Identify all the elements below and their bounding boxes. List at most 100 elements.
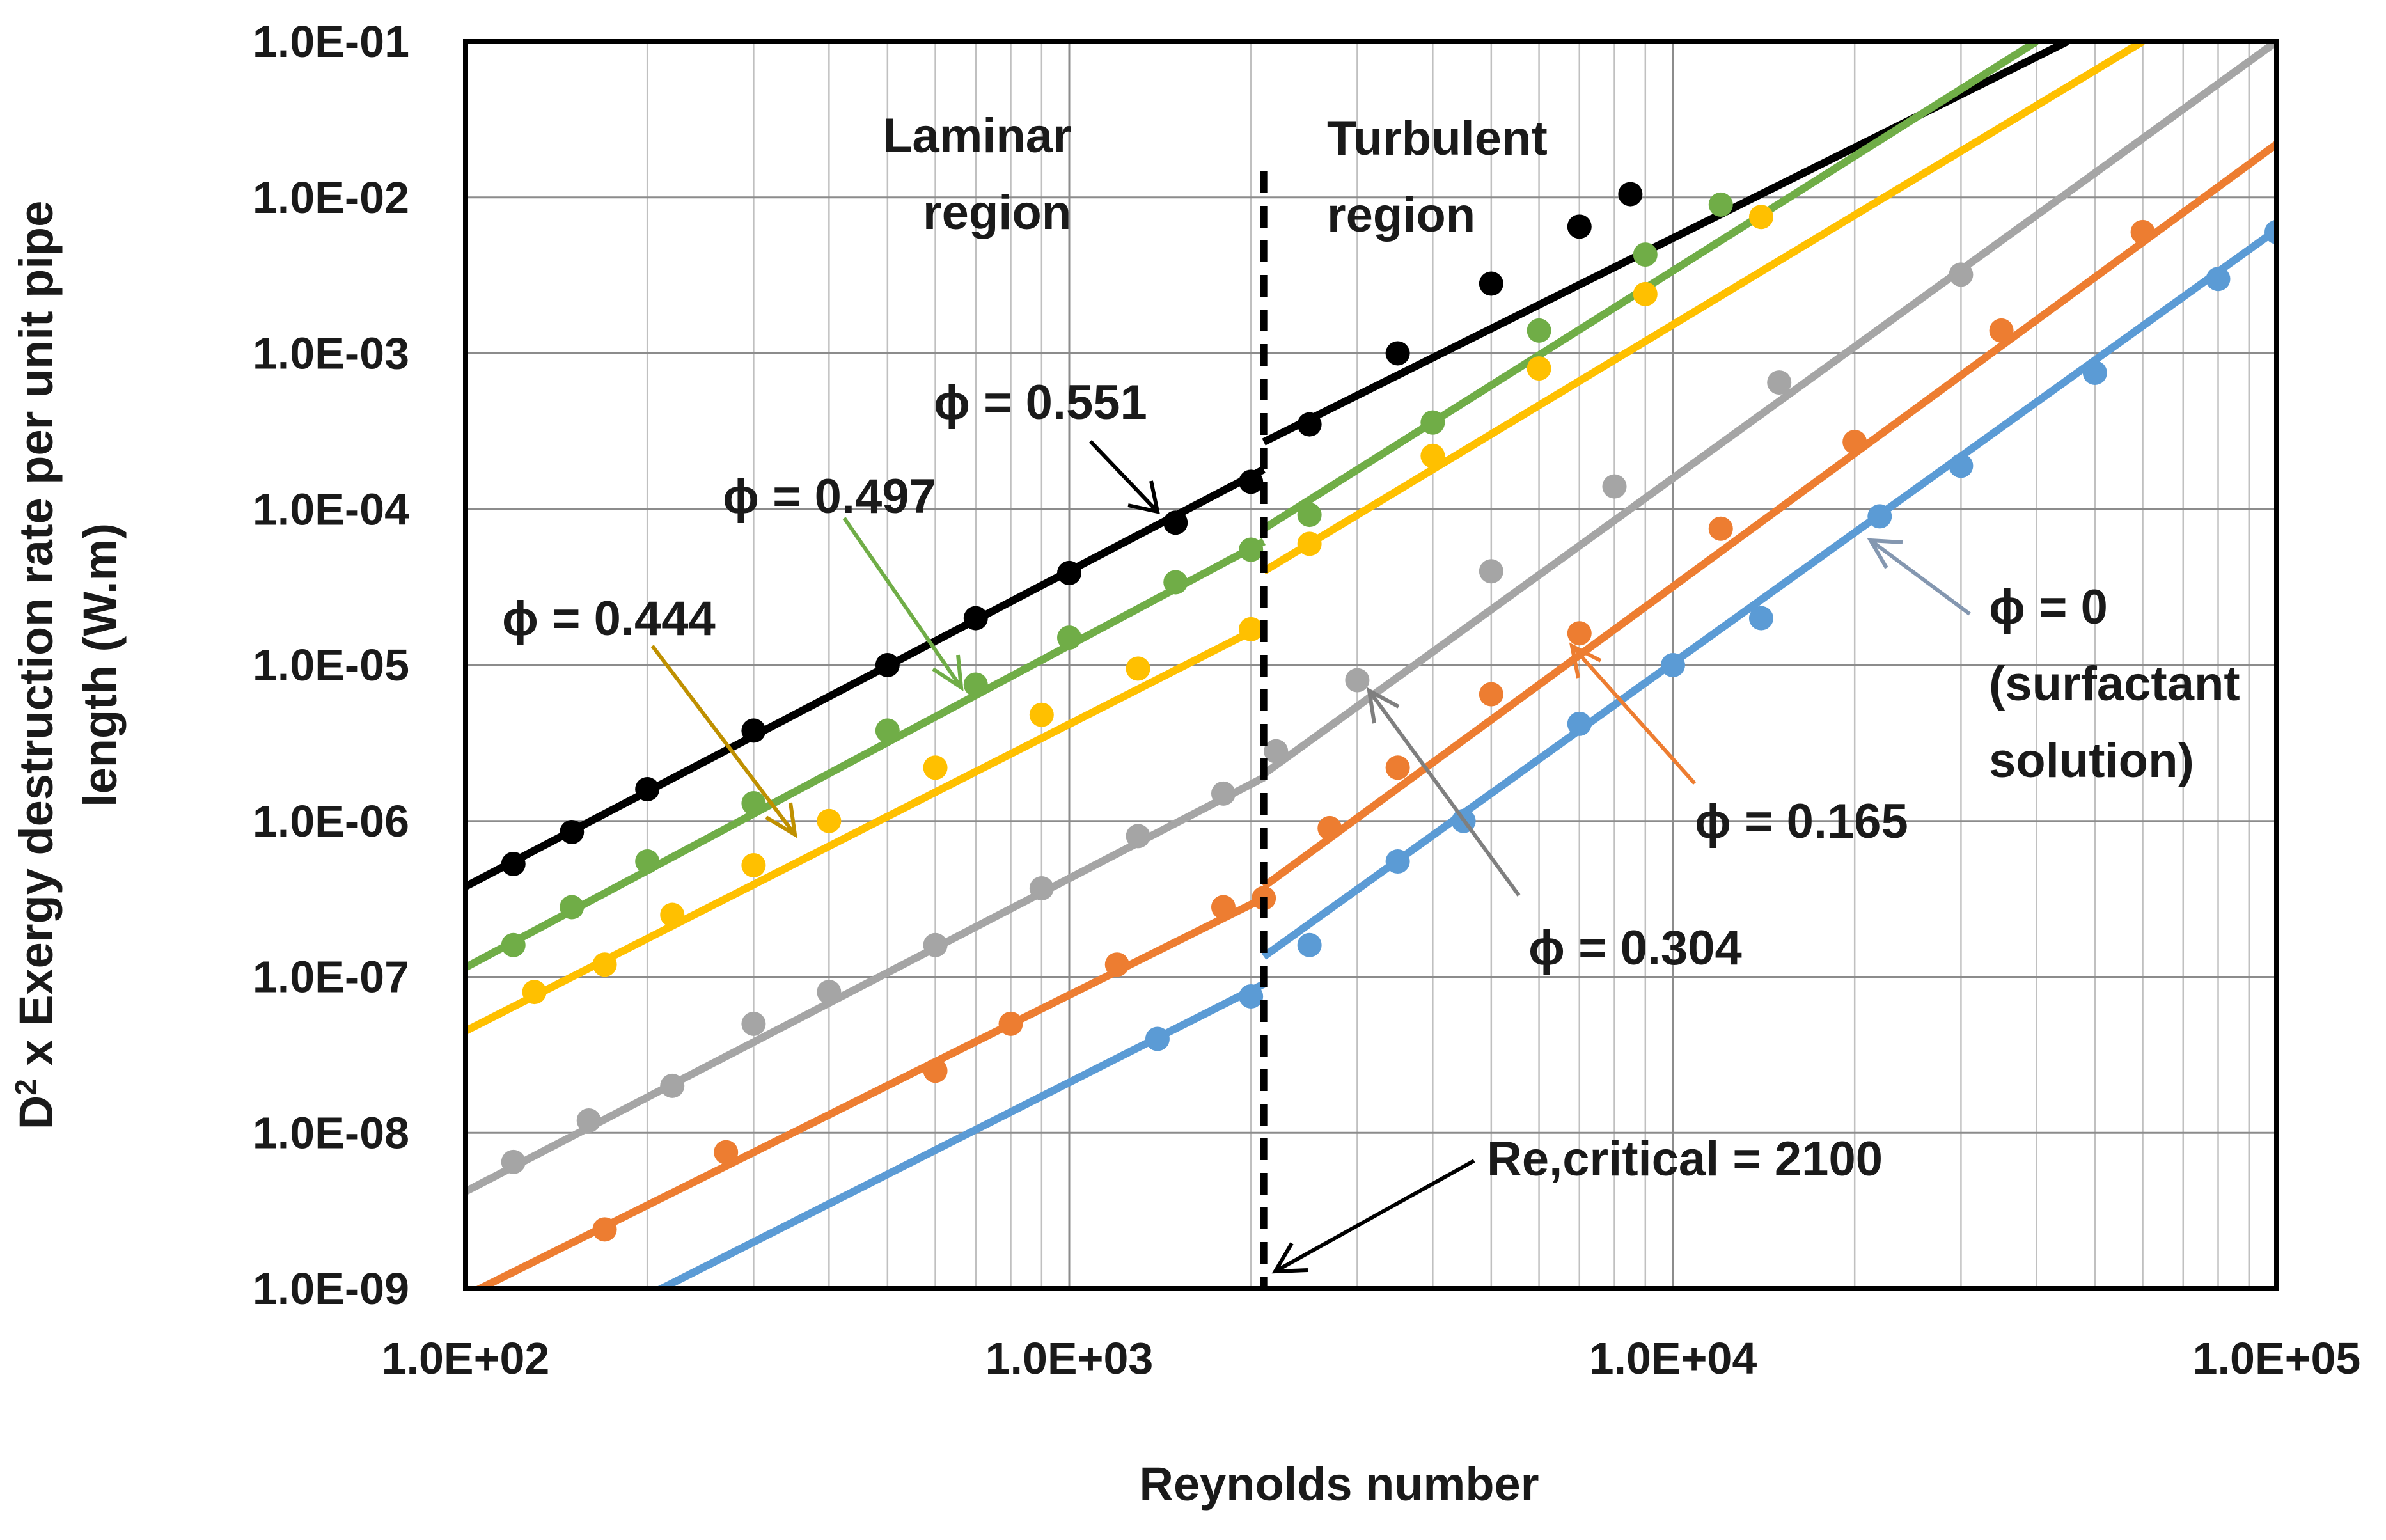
data-point	[923, 755, 948, 780]
data-point	[660, 902, 685, 927]
y-axis-title-line2: length (W.m)	[74, 523, 127, 807]
x-tick-label: 1.0E+04	[1589, 1333, 1757, 1383]
data-point	[1029, 702, 1054, 727]
y-axis-title: D2 x Exergy destruction rate per unit pi…	[9, 201, 127, 1130]
y-tick-label: 1.0E-03	[253, 329, 409, 379]
data-point	[522, 980, 547, 1005]
data-point	[1297, 503, 1322, 528]
data-point	[2206, 267, 2231, 292]
data-point	[1842, 430, 1867, 455]
data-point	[1029, 876, 1054, 901]
arrow-phi-0	[1867, 538, 1971, 616]
data-point	[1527, 318, 1551, 343]
arrow-phi-497	[842, 517, 964, 691]
label-phi-165: ϕ = 0.165	[1695, 794, 1908, 849]
data-point	[1345, 668, 1370, 693]
y-tick-label: 1.0E-08	[253, 1108, 409, 1158]
arrow-phi-444	[650, 645, 797, 838]
series-line-turbulent	[1262, 42, 2145, 575]
data-point	[1104, 952, 1129, 977]
data-point	[1385, 849, 1410, 874]
arrow-phi-551	[1088, 439, 1160, 514]
grid-lines	[466, 42, 2277, 1289]
arrow-phi-304	[1367, 687, 1521, 897]
data-point	[1297, 932, 1322, 957]
data-point	[741, 1011, 766, 1036]
data-point	[1145, 1026, 1170, 1051]
data-point	[923, 1058, 948, 1083]
data-point	[1057, 625, 1081, 650]
data-point	[1385, 341, 1410, 366]
data-point	[817, 808, 842, 833]
data-point	[660, 1073, 685, 1098]
data-point	[1420, 443, 1445, 468]
data-point	[592, 952, 617, 977]
series-line-laminar	[466, 466, 1266, 890]
data-point	[1264, 739, 1289, 764]
data-point	[1567, 711, 1592, 736]
svg-text:D2 x Exergy destruction rate p: D2 x Exergy destruction rate per unit pi…	[9, 201, 63, 1130]
data-point	[1949, 453, 1974, 478]
data-point	[1479, 271, 1503, 296]
y-tick-label: 1.0E-02	[253, 173, 409, 223]
data-point	[741, 852, 766, 877]
label-phi-0-2: (surfactant	[1989, 657, 2240, 711]
y-tick-label: 1.0E-01	[253, 17, 409, 67]
data-point	[963, 606, 988, 631]
label-phi-551: ϕ = 0.551	[934, 375, 1147, 430]
y-tick-label: 1.0E-09	[253, 1264, 409, 1314]
series-line-turbulent	[1261, 42, 2277, 778]
y-tick-label: 1.0E-04	[253, 484, 409, 534]
data-point	[1239, 617, 1264, 641]
data-point	[1708, 192, 1733, 217]
data-point	[923, 932, 948, 957]
label-re-critical: Re,critical = 2100	[1487, 1132, 1883, 1186]
data-point	[1239, 537, 1264, 562]
data-point	[1748, 205, 1773, 230]
series-3	[466, 42, 2277, 1195]
turbulent-label-1: Turbulent	[1327, 111, 1548, 166]
data-point	[2082, 360, 2107, 385]
y-axis-title-prefix: D	[10, 1096, 63, 1129]
data-point	[1767, 370, 1792, 395]
data-point	[1867, 504, 1892, 529]
data-point	[1633, 281, 1658, 306]
label-phi-0-1: ϕ = 0	[1989, 580, 2108, 634]
plot-frame	[463, 39, 2279, 1291]
arrow-phi-165	[1569, 642, 1697, 785]
data-point	[875, 718, 900, 743]
y-tick-label: 1.0E-05	[253, 640, 409, 690]
data-point	[741, 790, 766, 815]
arrow-re-critical	[1271, 1159, 1475, 1274]
data-point	[560, 895, 585, 920]
data-point	[1989, 318, 2014, 343]
data-point	[1057, 560, 1081, 585]
data-point	[1618, 182, 1643, 207]
y-axis-title-line1: x Exergy destruction rate per unit pipe	[10, 201, 63, 1079]
series-line-laminar	[466, 538, 1266, 971]
data-point	[817, 980, 842, 1005]
series-line-turbulent	[1261, 226, 2277, 960]
data-point	[1317, 815, 1342, 840]
series-line-turbulent	[1261, 141, 2277, 890]
data-point	[1479, 559, 1503, 584]
data-point	[501, 851, 526, 876]
data-point	[1297, 531, 1322, 556]
data-point	[1661, 653, 1685, 677]
data-point	[1385, 755, 1410, 780]
label-phi-304: ϕ = 0.304	[1528, 921, 1742, 975]
data-point	[576, 1108, 601, 1133]
data-point	[635, 849, 660, 874]
data-point	[1126, 824, 1150, 849]
x-tick-label: 1.0E+03	[985, 1333, 1154, 1383]
data-point	[998, 1011, 1023, 1036]
y-axis-title-sup: 2	[9, 1079, 42, 1096]
data-point	[1211, 895, 1236, 920]
data-point	[1567, 621, 1592, 646]
data-point	[875, 653, 900, 677]
data-point	[1239, 469, 1264, 494]
data-point	[1420, 410, 1445, 435]
x-axis-title: Reynolds number	[1140, 1458, 1539, 1511]
data-point	[1748, 606, 1773, 631]
